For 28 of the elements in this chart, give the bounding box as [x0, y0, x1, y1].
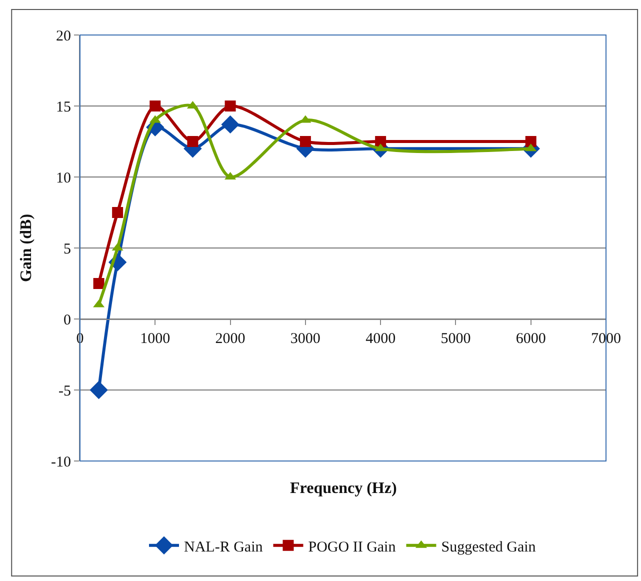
point: [525, 136, 536, 147]
point: [90, 380, 108, 400]
x-tick-label: 4000: [366, 331, 396, 347]
y-tick-label: 20: [56, 28, 71, 44]
y-axis-title: Gain (dB): [18, 214, 35, 282]
x-tick-label: 2000: [215, 331, 246, 347]
point: [150, 100, 161, 112]
y-tick-label: -10: [51, 454, 71, 470]
x-tick-label: 5000: [440, 331, 471, 347]
point: [187, 136, 198, 147]
point: [221, 115, 240, 134]
y-tick-label: 10: [56, 170, 71, 186]
legend-label: POGO II Gain: [308, 539, 396, 556]
y-tick-label: 0: [64, 312, 71, 328]
point: [375, 136, 386, 147]
point: [300, 136, 311, 147]
point: [112, 207, 124, 218]
legend-label: NAL-R Gain: [184, 539, 264, 556]
y-tick-label: 15: [56, 99, 71, 116]
legend-label: Suggested Gain: [441, 539, 536, 556]
x-tick-label: 1000: [140, 331, 170, 347]
point: [93, 278, 104, 289]
x-tick-label: 3000: [290, 331, 320, 347]
y-tick-label: -5: [58, 383, 71, 400]
y-tick-label: 5: [64, 241, 71, 258]
x-tick-label: 6000: [516, 331, 546, 347]
point: [224, 100, 236, 112]
x-axis-title: Frequency (Hz): [290, 480, 397, 497]
